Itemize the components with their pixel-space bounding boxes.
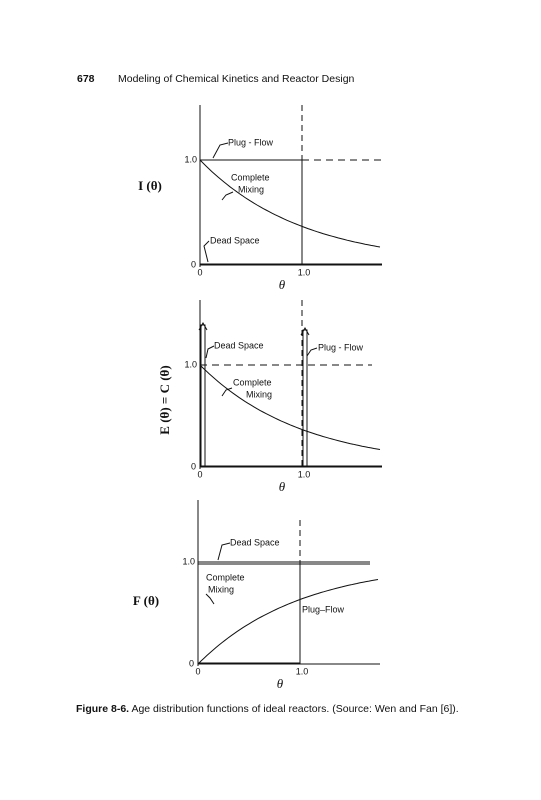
caption: Figure 8-6. Age distribution functions o… — [76, 702, 468, 717]
impulse — [302, 329, 308, 467]
leader — [212, 142, 229, 159]
impulse — [200, 324, 206, 467]
annotation: Plug - Flow — [228, 137, 274, 147]
y-tick-label: 1.0 — [184, 154, 197, 164]
annotation: Complete — [233, 377, 272, 387]
annotation: Mixing — [246, 389, 272, 399]
caption-text: Age distribution functions of ideal reac… — [131, 703, 459, 715]
x-tick-label: 1.0 — [298, 469, 311, 479]
y-axis-label: E (θ) = C (θ) — [157, 365, 172, 434]
leader — [205, 593, 215, 605]
annotation: Complete — [231, 172, 270, 182]
x-tick-label: 0 — [197, 267, 202, 277]
annotation: Dead Space — [214, 340, 264, 350]
annotation: Complete — [206, 572, 245, 582]
leader — [205, 345, 215, 359]
y-axis-label: I (θ) — [138, 178, 162, 193]
y-tick-label: 1.0 — [182, 556, 195, 566]
leader — [221, 387, 233, 397]
y-tick-label: 1.0 — [184, 359, 197, 369]
curve — [199, 364, 381, 450]
plug-flow-line — [198, 562, 301, 664]
arrow-head — [300, 326, 310, 336]
y-tick-label: 0 — [191, 259, 196, 269]
running-title: Modeling of Chemical Kinetics and Reacto… — [118, 73, 355, 85]
x-tick-label: 1.0 — [296, 666, 309, 676]
annotation: Dead Space — [210, 235, 260, 245]
y-tick-label: 0 — [189, 658, 194, 668]
y-axis-label: F (θ) — [133, 593, 159, 608]
leader — [221, 191, 234, 201]
leader — [306, 347, 318, 357]
caption-label: Figure 8-6. — [76, 703, 130, 715]
x-tick-label: 1.0 — [298, 267, 311, 277]
annotation: Mixing — [238, 184, 264, 194]
leader — [217, 542, 231, 561]
y-tick-label: 0 — [191, 461, 196, 471]
curve — [199, 159, 381, 248]
x-axis-label: θ — [279, 479, 286, 494]
annotation: Dead Space — [230, 537, 280, 547]
page-number: 678 — [77, 73, 95, 85]
leader — [203, 240, 210, 263]
curve — [197, 579, 379, 665]
x-axis-label: θ — [277, 676, 284, 691]
arrow-head — [198, 321, 208, 331]
annotation: Plug - Flow — [318, 342, 364, 352]
annotation: Plug–Flow — [302, 604, 345, 614]
x-tick-label: 0 — [195, 666, 200, 676]
x-axis-label: θ — [279, 277, 286, 292]
x-tick-label: 0 — [197, 469, 202, 479]
annotation: Mixing — [208, 584, 234, 594]
